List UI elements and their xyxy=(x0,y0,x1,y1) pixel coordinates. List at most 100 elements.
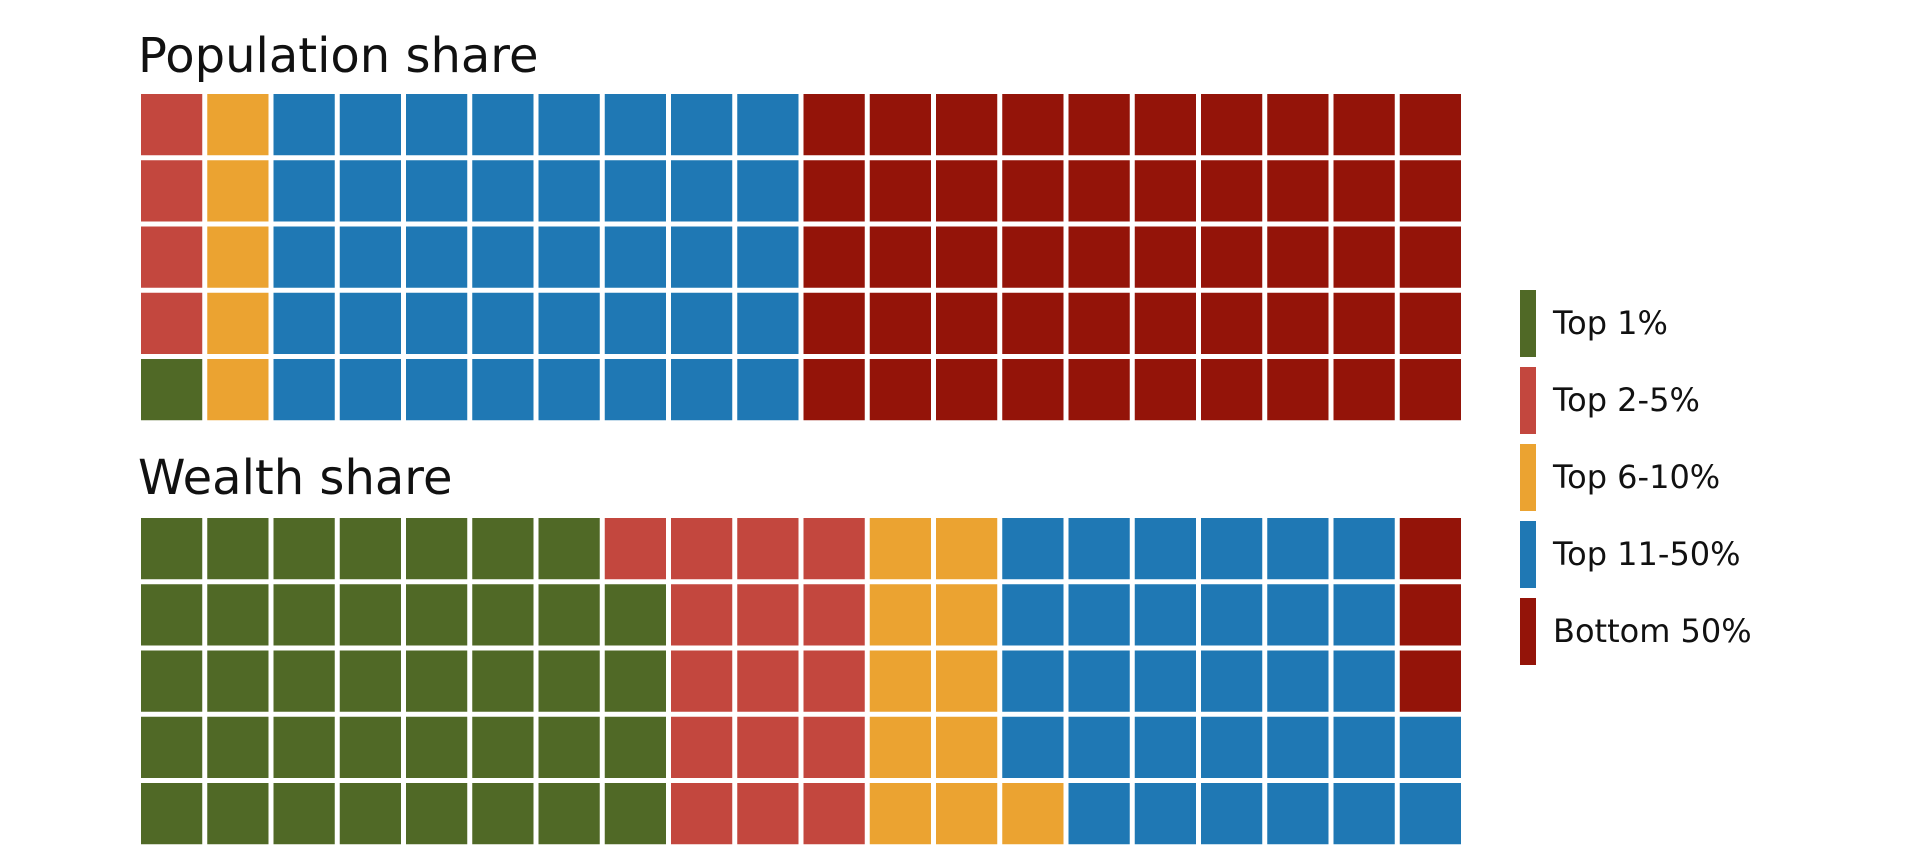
waffle-square xyxy=(1002,226,1064,288)
waffle-square xyxy=(803,292,865,354)
waffle-square xyxy=(1201,160,1263,222)
waffle-square xyxy=(1002,292,1064,354)
waffle-square xyxy=(869,518,931,580)
waffle-square xyxy=(141,584,203,646)
waffle-square xyxy=(1068,94,1130,156)
waffle-square xyxy=(273,518,335,580)
waffle-square xyxy=(671,584,733,646)
waffle-square xyxy=(207,160,269,222)
waffle-square xyxy=(538,292,600,354)
waffle-square xyxy=(1068,650,1130,712)
waffle-square xyxy=(803,94,865,156)
waffle-square xyxy=(273,783,335,845)
waffle-square xyxy=(1002,783,1064,845)
waffle-square xyxy=(207,226,269,288)
legend-label: Top 2-5% xyxy=(1552,381,1700,419)
waffle-square xyxy=(472,716,534,778)
waffle-square xyxy=(737,292,799,354)
waffle-square xyxy=(604,94,666,156)
waffle-square xyxy=(538,359,600,421)
waffle-square xyxy=(671,226,733,288)
waffle-square xyxy=(472,518,534,580)
waffle-square xyxy=(671,783,733,845)
waffle-square xyxy=(1333,160,1395,222)
waffle-square xyxy=(869,716,931,778)
waffle-square xyxy=(141,650,203,712)
waffle-square xyxy=(1134,359,1196,421)
waffle-square xyxy=(604,226,666,288)
waffle-square xyxy=(207,584,269,646)
waffle-square xyxy=(737,650,799,712)
waffle-square xyxy=(1134,783,1196,845)
waffle-square xyxy=(604,359,666,421)
waffle-square xyxy=(207,359,269,421)
waffle-square xyxy=(141,226,203,288)
waffle-square xyxy=(1267,359,1329,421)
waffle-square xyxy=(737,160,799,222)
waffle-square xyxy=(604,160,666,222)
waffle-square xyxy=(936,518,998,580)
waffle-square xyxy=(1068,584,1130,646)
legend-swatch xyxy=(1520,444,1536,511)
waffle-square xyxy=(1267,650,1329,712)
waffle-square xyxy=(1134,716,1196,778)
waffle-square xyxy=(1267,518,1329,580)
waffle-square xyxy=(1333,359,1395,421)
waffle-square xyxy=(803,359,865,421)
waffle-square xyxy=(1333,783,1395,845)
waffle-square xyxy=(472,783,534,845)
waffle-square xyxy=(803,783,865,845)
waffle-square xyxy=(1134,584,1196,646)
waffle-square xyxy=(472,650,534,712)
waffle-square xyxy=(1267,292,1329,354)
chart-title: Wealth share xyxy=(138,450,452,506)
waffle-square xyxy=(472,160,534,222)
waffle-square xyxy=(141,94,203,156)
waffle-square xyxy=(1399,584,1461,646)
waffle-square xyxy=(273,716,335,778)
waffle-square xyxy=(1333,716,1395,778)
waffle-square xyxy=(1002,94,1064,156)
waffle-square xyxy=(406,518,468,580)
waffle-square xyxy=(406,650,468,712)
waffle-square xyxy=(604,584,666,646)
waffle-square xyxy=(538,518,600,580)
waffle-square xyxy=(1134,650,1196,712)
waffle-square xyxy=(1267,716,1329,778)
waffle-square xyxy=(936,292,998,354)
waffle-square xyxy=(803,716,865,778)
waffle-square xyxy=(1399,94,1461,156)
waffle-square xyxy=(1267,584,1329,646)
waffle-square xyxy=(1399,716,1461,778)
waffle-square xyxy=(339,160,401,222)
waffle-square xyxy=(936,226,998,288)
waffle-square xyxy=(936,584,998,646)
waffle-square xyxy=(406,160,468,222)
legend-label: Bottom 50% xyxy=(1553,612,1752,650)
waffle-square xyxy=(141,160,203,222)
legend-swatch xyxy=(1520,367,1536,434)
waffle-square xyxy=(406,226,468,288)
waffle-square xyxy=(936,650,998,712)
waffle-square xyxy=(1002,584,1064,646)
waffle-square xyxy=(207,94,269,156)
waffle-square xyxy=(1201,783,1263,845)
waffle-square xyxy=(339,226,401,288)
waffle-square xyxy=(538,783,600,845)
waffle-square xyxy=(1399,160,1461,222)
waffle-square xyxy=(936,716,998,778)
waffle-square xyxy=(1399,292,1461,354)
waffle-square xyxy=(1333,584,1395,646)
waffle-square xyxy=(1267,160,1329,222)
waffle-square xyxy=(1068,160,1130,222)
waffle-square xyxy=(406,94,468,156)
legend-label: Top 1% xyxy=(1552,304,1668,342)
waffle-square xyxy=(406,359,468,421)
waffle-square xyxy=(737,94,799,156)
waffle-square xyxy=(339,584,401,646)
waffle-square xyxy=(339,518,401,580)
waffle-square xyxy=(1134,518,1196,580)
waffle-square xyxy=(737,783,799,845)
waffle-square xyxy=(1002,716,1064,778)
waffle-square xyxy=(869,359,931,421)
